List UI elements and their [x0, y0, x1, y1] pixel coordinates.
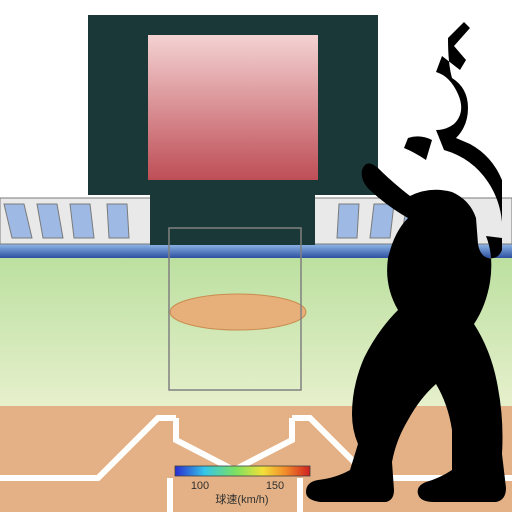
stadium-window	[370, 204, 394, 238]
scoreboard-screen	[148, 35, 318, 180]
legend-label: 球速(km/h)	[215, 492, 268, 506]
pitchers-mound	[170, 294, 306, 330]
stadium-window	[107, 204, 129, 238]
legend-tick: 100	[191, 480, 209, 492]
scoreboard-pillar	[150, 195, 315, 245]
speed-legend-bar	[175, 466, 310, 476]
stadium-window	[70, 204, 94, 238]
stadium-window	[337, 204, 359, 238]
legend-tick: 150	[266, 480, 284, 492]
